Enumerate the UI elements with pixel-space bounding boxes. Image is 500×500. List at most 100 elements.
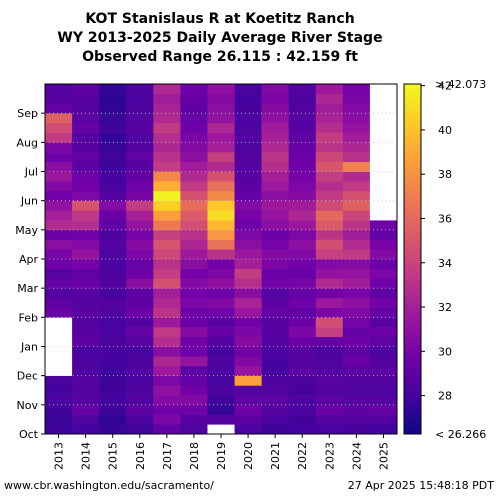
heatmap-cell <box>234 404 262 415</box>
heatmap-cell <box>234 229 262 240</box>
heatmap-cell <box>45 210 73 221</box>
heatmap-cell <box>180 356 208 367</box>
heatmap-cell <box>153 346 181 357</box>
heatmap-cell <box>315 122 344 133</box>
heatmap-cell <box>126 259 154 270</box>
heatmap-cell <box>45 132 73 143</box>
title-line-1: KOT Stanislaus R at Koetitz Ranch <box>85 11 355 27</box>
heatmap-cell <box>315 220 344 231</box>
heatmap-cell <box>207 210 235 221</box>
heatmap-cell <box>207 103 235 114</box>
heatmap-cell <box>72 161 100 172</box>
heatmap-cell <box>126 210 154 221</box>
heatmap-cell <box>99 190 127 201</box>
heatmap-cell <box>261 171 289 182</box>
y-tick-label: Nov <box>17 399 39 412</box>
colorbar-tick-label: 30 <box>438 345 452 358</box>
heatmap-cell <box>369 404 398 415</box>
heatmap-cell <box>369 152 398 163</box>
heatmap-cell <box>99 132 127 143</box>
heatmap-cell <box>207 288 235 299</box>
heatmap-cell <box>45 356 73 367</box>
heatmap-cell <box>153 171 181 182</box>
heatmap-cell <box>72 317 100 328</box>
heatmap-cell <box>342 327 371 338</box>
heatmap-cell <box>153 229 181 240</box>
heatmap-cell <box>207 317 235 328</box>
heatmap-cell <box>261 278 289 289</box>
heatmap-cell <box>315 424 344 435</box>
heatmap-cell <box>234 278 262 289</box>
heatmap-cell <box>72 395 100 406</box>
heatmap-cell <box>342 424 371 435</box>
heatmap-cell <box>99 210 127 221</box>
heatmap-cell <box>99 113 127 124</box>
heatmap-cell <box>342 122 371 133</box>
heatmap-cell <box>45 152 73 163</box>
heatmap-cell <box>72 327 100 338</box>
heatmap-cell <box>99 200 127 211</box>
heatmap-cell <box>153 239 181 250</box>
heatmap-cell <box>207 414 235 425</box>
heatmap-cell <box>153 414 181 425</box>
heatmap-cell <box>180 395 208 406</box>
heatmap-cell <box>342 229 371 240</box>
heatmap-cell <box>126 346 154 357</box>
heatmap-cell <box>153 132 181 143</box>
footer-source: www.cbr.washington.edu/sacramento/ <box>4 479 214 492</box>
heatmap-cell <box>369 84 398 95</box>
heatmap-cell <box>126 317 154 328</box>
heatmap-cell <box>315 132 344 143</box>
heatmap-cell <box>207 278 235 289</box>
heatmap-cell <box>153 424 181 435</box>
heatmap-cell <box>180 93 208 104</box>
heatmap-cell <box>72 103 100 114</box>
heatmap-cell <box>180 375 208 386</box>
heatmap-cell <box>72 210 100 221</box>
heatmap-cell <box>288 200 317 211</box>
heatmap-cell <box>126 365 154 376</box>
heatmap-cell <box>288 414 317 425</box>
heatmap-cell <box>315 229 344 240</box>
heatmap-cell <box>342 249 371 260</box>
x-tick-label: 2015 <box>107 442 120 470</box>
heatmap-cell <box>45 239 73 250</box>
heatmap-cell <box>234 210 262 221</box>
heatmap-cell <box>72 259 100 270</box>
heatmap-cell <box>207 113 235 124</box>
heatmap-cell <box>126 122 154 133</box>
heatmap-cell <box>180 249 208 260</box>
heatmap-cell <box>153 142 181 153</box>
heatmap-cell <box>99 278 127 289</box>
title-line-2: WY 2013-2025 Daily Average River Stage <box>57 30 383 46</box>
heatmap-grid <box>45 112 397 406</box>
heatmap-cell <box>45 395 73 406</box>
heatmap-cell <box>99 336 127 347</box>
heatmap-cell <box>72 288 100 299</box>
heatmap-cell <box>261 317 289 328</box>
heatmap-cell <box>207 307 235 318</box>
heatmap-cell <box>207 268 235 279</box>
heatmap-cell <box>126 336 154 347</box>
heatmap-cell <box>72 346 100 357</box>
heatmap-cell <box>99 84 127 95</box>
heatmap-cell <box>369 142 398 153</box>
heatmap-cell <box>261 346 289 357</box>
heatmap-cell <box>261 404 289 415</box>
heatmap-cell <box>342 181 371 192</box>
heatmap-cell <box>45 307 73 318</box>
heatmap-cell <box>153 84 181 95</box>
heatmap-cell <box>72 336 100 347</box>
heatmap-cell <box>261 259 289 270</box>
heatmap-cell <box>234 307 262 318</box>
heatmap-cell <box>180 424 208 435</box>
heatmap-cell <box>288 404 317 415</box>
heatmap-cell <box>288 229 317 240</box>
heatmap-cell <box>72 424 100 435</box>
heatmap-cell <box>153 103 181 114</box>
heatmap-cell <box>72 365 100 376</box>
heatmap-cell <box>315 113 344 124</box>
heatmap-cell <box>207 385 235 396</box>
heatmap-cell <box>342 93 371 104</box>
